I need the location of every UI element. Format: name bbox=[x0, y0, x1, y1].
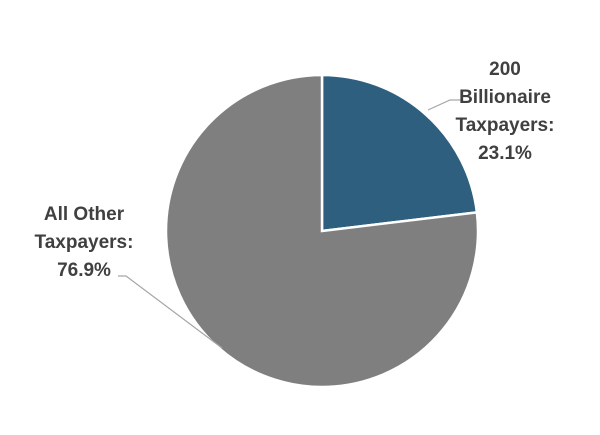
leader-line-others bbox=[118, 275, 223, 349]
data-label-all-other: All Other Taxpayers: 76.9% bbox=[20, 201, 148, 285]
label-line: Taxpayers: bbox=[34, 232, 134, 253]
label-line: 200 bbox=[489, 59, 521, 80]
label-value: 23.1% bbox=[478, 143, 532, 164]
label-line: All Other bbox=[43, 204, 125, 225]
label-line: Billionaire bbox=[459, 87, 551, 108]
pie-slice-billionaire-taxpayers bbox=[320, 73, 479, 233]
data-label-billionaire: 200 Billionaire Taxpayers: 23.1% bbox=[450, 56, 560, 168]
leader-line-billionaire bbox=[427, 99, 461, 111]
label-value: 76.9% bbox=[57, 260, 111, 281]
pie-slice-all-other-taxpayers bbox=[164, 73, 480, 389]
label-line: Taxpayers: bbox=[455, 115, 555, 136]
